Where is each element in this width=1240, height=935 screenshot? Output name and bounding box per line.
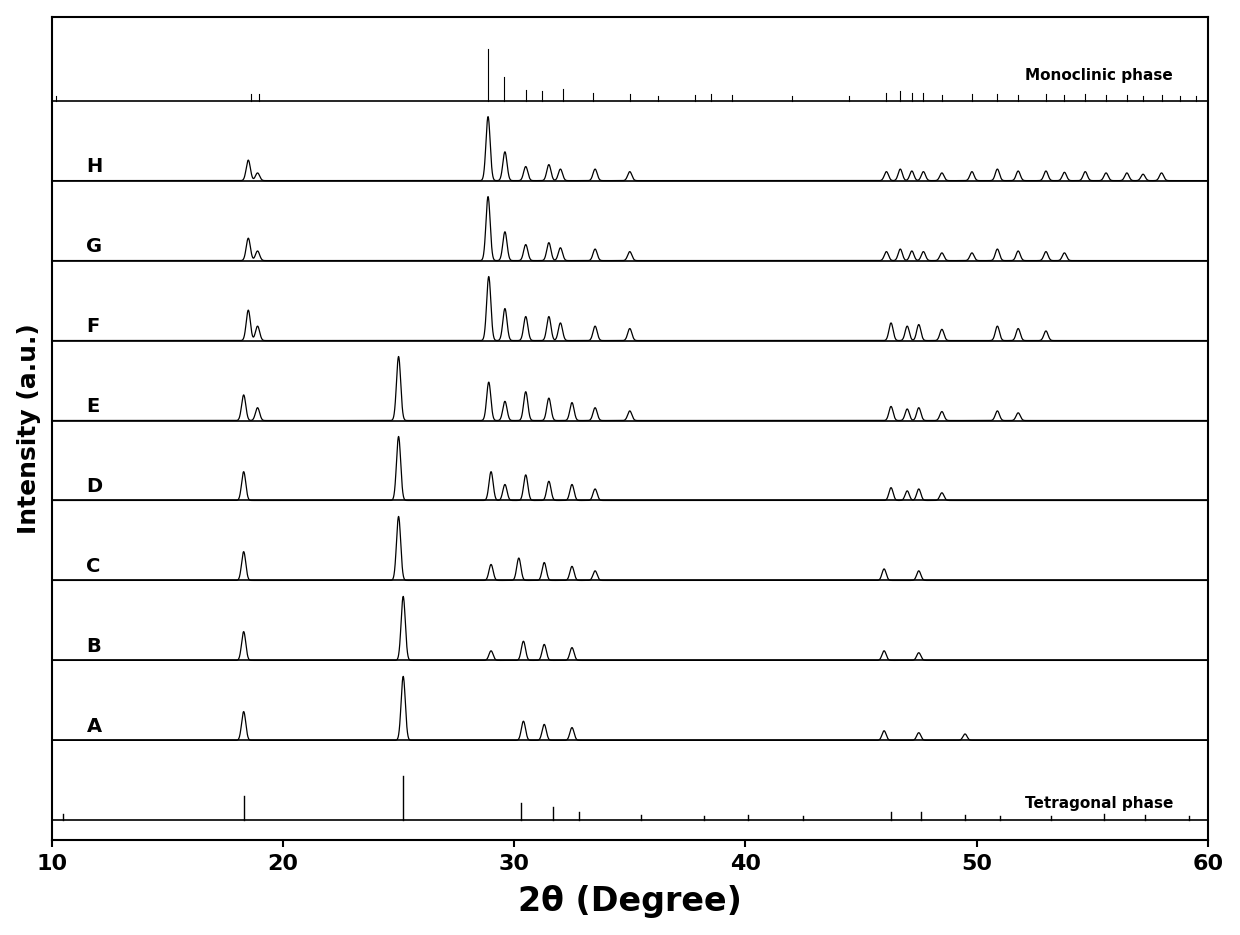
Text: A: A (87, 716, 102, 736)
Y-axis label: Intensity (a.u.): Intensity (a.u.) (16, 324, 41, 534)
Text: E: E (87, 396, 99, 416)
Text: B: B (87, 637, 102, 655)
Text: D: D (87, 477, 103, 496)
Text: Monoclinic phase: Monoclinic phase (1025, 68, 1173, 83)
Text: C: C (87, 556, 100, 576)
X-axis label: 2θ (Degree): 2θ (Degree) (518, 885, 742, 918)
Text: F: F (87, 317, 99, 336)
Text: G: G (87, 237, 103, 256)
Text: H: H (87, 157, 103, 176)
Text: Tetragonal phase: Tetragonal phase (1024, 796, 1173, 811)
